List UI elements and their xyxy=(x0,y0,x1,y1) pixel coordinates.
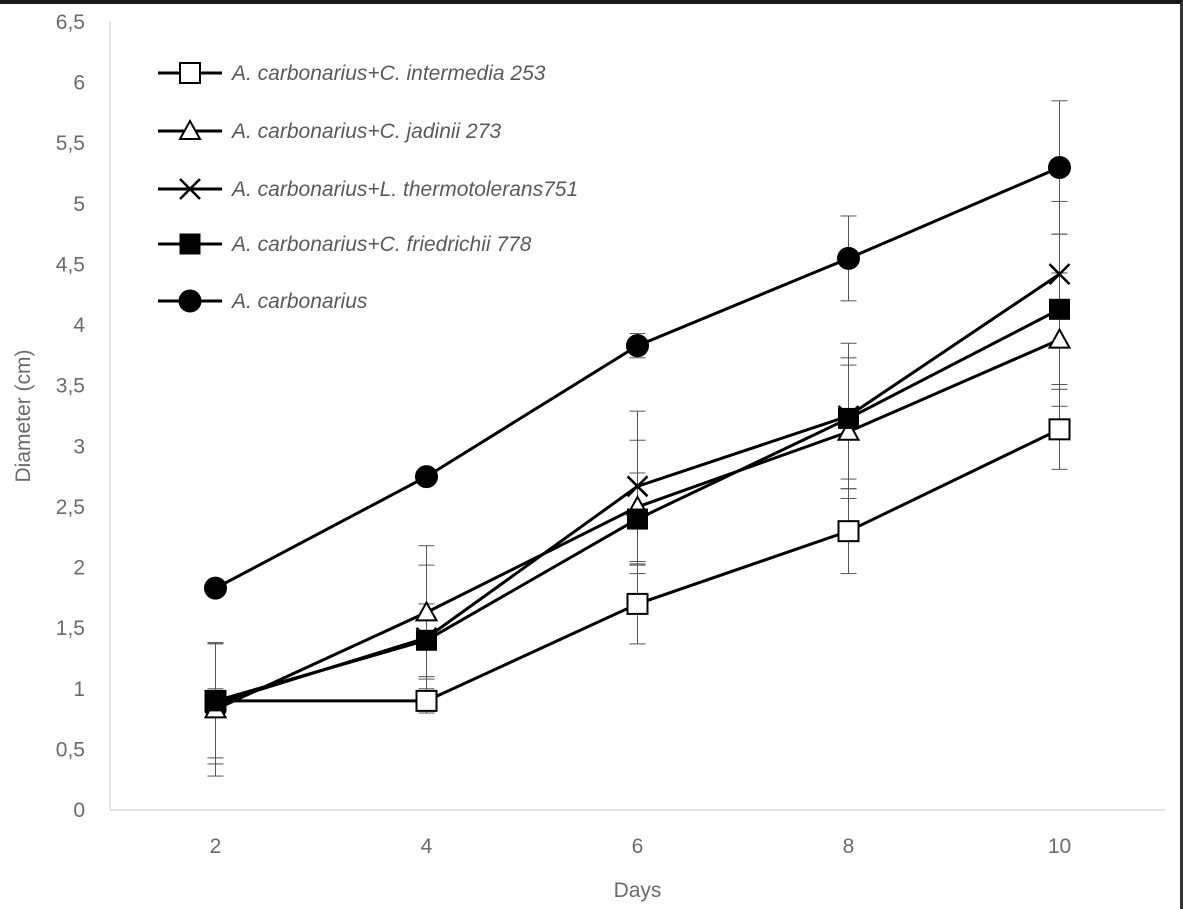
y-tick-label: 6 xyxy=(73,72,85,95)
y-tick-label: 2,5 xyxy=(56,496,85,519)
y-tick-label: 5 xyxy=(73,193,85,216)
data-point xyxy=(415,465,438,489)
data-point xyxy=(415,689,438,712)
legend-entry: A. carbonarius+L. thermotolerans751 xyxy=(230,178,578,201)
data-point xyxy=(626,475,649,498)
data-point xyxy=(836,419,861,441)
data-point xyxy=(626,334,649,358)
x-tick-label: 8 xyxy=(843,835,855,858)
data-point xyxy=(1047,327,1072,349)
data-point xyxy=(627,508,648,530)
data-point xyxy=(1049,298,1070,320)
x-tick-labels: 2 4 6 8 10 xyxy=(210,835,1072,858)
x-tick-label: 4 xyxy=(421,835,433,858)
y-tick-label: 1 xyxy=(73,678,85,701)
y-tick-label: 5,5 xyxy=(56,132,85,155)
data-point xyxy=(626,592,649,615)
y-tick-label: 2 xyxy=(73,557,85,580)
y-tick-label: 0,5 xyxy=(56,738,85,761)
data-point xyxy=(416,629,437,651)
data-point xyxy=(1048,155,1071,179)
axes xyxy=(109,22,1165,811)
y-tick-labels: 0 0,5 1 1,5 2 2,5 3 3,5 4 4,5 5 5,5 6 6,5 xyxy=(56,11,86,822)
legend-marker xyxy=(179,233,201,255)
data-point xyxy=(414,600,439,622)
data-point xyxy=(1048,418,1071,441)
legend-marker xyxy=(178,289,202,313)
data-point xyxy=(205,690,226,712)
error-bars xyxy=(207,100,1068,777)
series-markers xyxy=(203,155,1072,719)
legend: A. carbonarius+C. intermedia 253 A. carbo… xyxy=(158,62,578,313)
x-tick-label: 6 xyxy=(632,835,644,858)
legend-entry: A. carbonarius xyxy=(230,290,368,313)
y-tick-label: 3,5 xyxy=(56,375,85,398)
y-tick-label: 4,5 xyxy=(56,253,85,276)
data-point xyxy=(837,520,860,543)
data-point xyxy=(204,576,227,600)
legend-entry: A. carbonarius+C. intermedia 253 xyxy=(230,62,546,85)
data-point xyxy=(837,246,860,270)
y-tick-label: 1,5 xyxy=(56,617,85,640)
y-tick-label: 0 xyxy=(73,799,85,822)
data-point xyxy=(838,407,859,429)
legend-marker xyxy=(179,178,201,200)
legend-marker xyxy=(178,118,202,140)
y-tick-label: 6,5 xyxy=(56,11,85,34)
legend-entry: A. carbonarius+C. jadinii 273 xyxy=(230,120,501,143)
y-tick-label: 4 xyxy=(73,314,85,337)
x-tick-label: 10 xyxy=(1048,835,1071,858)
x-tick-label: 2 xyxy=(210,835,222,858)
y-tick-label: 3 xyxy=(73,435,85,458)
legend-entry: A. carbonarius+C. friedrichii 778 xyxy=(230,233,532,256)
data-point xyxy=(1048,263,1071,286)
y-axis-title: Diameter (cm) xyxy=(12,349,35,482)
x-axis-title: Days xyxy=(614,879,662,902)
legend-marker xyxy=(179,62,201,84)
